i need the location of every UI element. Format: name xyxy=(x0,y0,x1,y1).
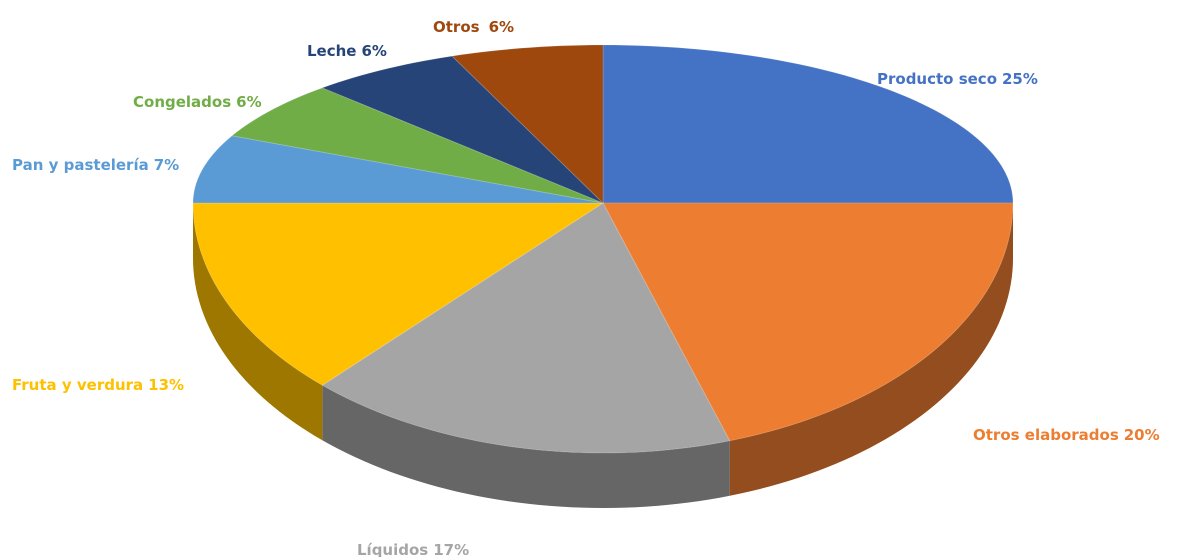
data-label: Producto seco 25% xyxy=(877,70,1038,88)
label-category: Pan y pastelería xyxy=(12,156,149,174)
data-label: Leche 6% xyxy=(307,42,387,60)
slice-side-shade xyxy=(729,203,1013,496)
slice xyxy=(321,202,731,454)
label-category: Fruta y verdura xyxy=(12,376,143,394)
label-value: 6% xyxy=(236,93,261,111)
label-category: Congelados xyxy=(133,93,231,111)
label-value: 7% xyxy=(154,156,179,174)
data-label: Fruta y verdura 13% xyxy=(12,376,184,394)
data-label: Congelados 6% xyxy=(133,93,262,111)
label-category: Líquidos xyxy=(357,541,428,557)
slice-side xyxy=(322,385,730,508)
slice xyxy=(230,87,604,204)
slice-side xyxy=(193,203,323,441)
data-label: Otros elaborados 20% xyxy=(973,426,1160,444)
slice xyxy=(320,55,604,204)
label-category: Leche xyxy=(307,42,356,60)
data-label: Líquidos 17% xyxy=(357,541,469,557)
slice xyxy=(602,44,1014,204)
label-category: Otros elaborados xyxy=(973,426,1119,444)
slice-side-shade xyxy=(322,385,730,508)
data-label: Pan y pastelería 7% xyxy=(12,156,179,174)
label-value: 6% xyxy=(489,18,514,36)
label-value: 17% xyxy=(433,541,469,557)
label-value: 13% xyxy=(148,376,184,394)
slice xyxy=(602,202,1014,442)
slice-side-shade xyxy=(193,203,323,441)
slice xyxy=(450,44,604,205)
slice xyxy=(192,202,605,386)
label-category: Otros xyxy=(433,18,480,36)
label-category: Producto seco xyxy=(877,70,997,88)
label-value: 6% xyxy=(361,42,386,60)
slice xyxy=(192,135,604,204)
label-value: 25% xyxy=(1002,70,1038,88)
data-label: Otros 6% xyxy=(433,18,514,36)
label-value: 20% xyxy=(1124,426,1160,444)
slice-side xyxy=(729,203,1013,496)
